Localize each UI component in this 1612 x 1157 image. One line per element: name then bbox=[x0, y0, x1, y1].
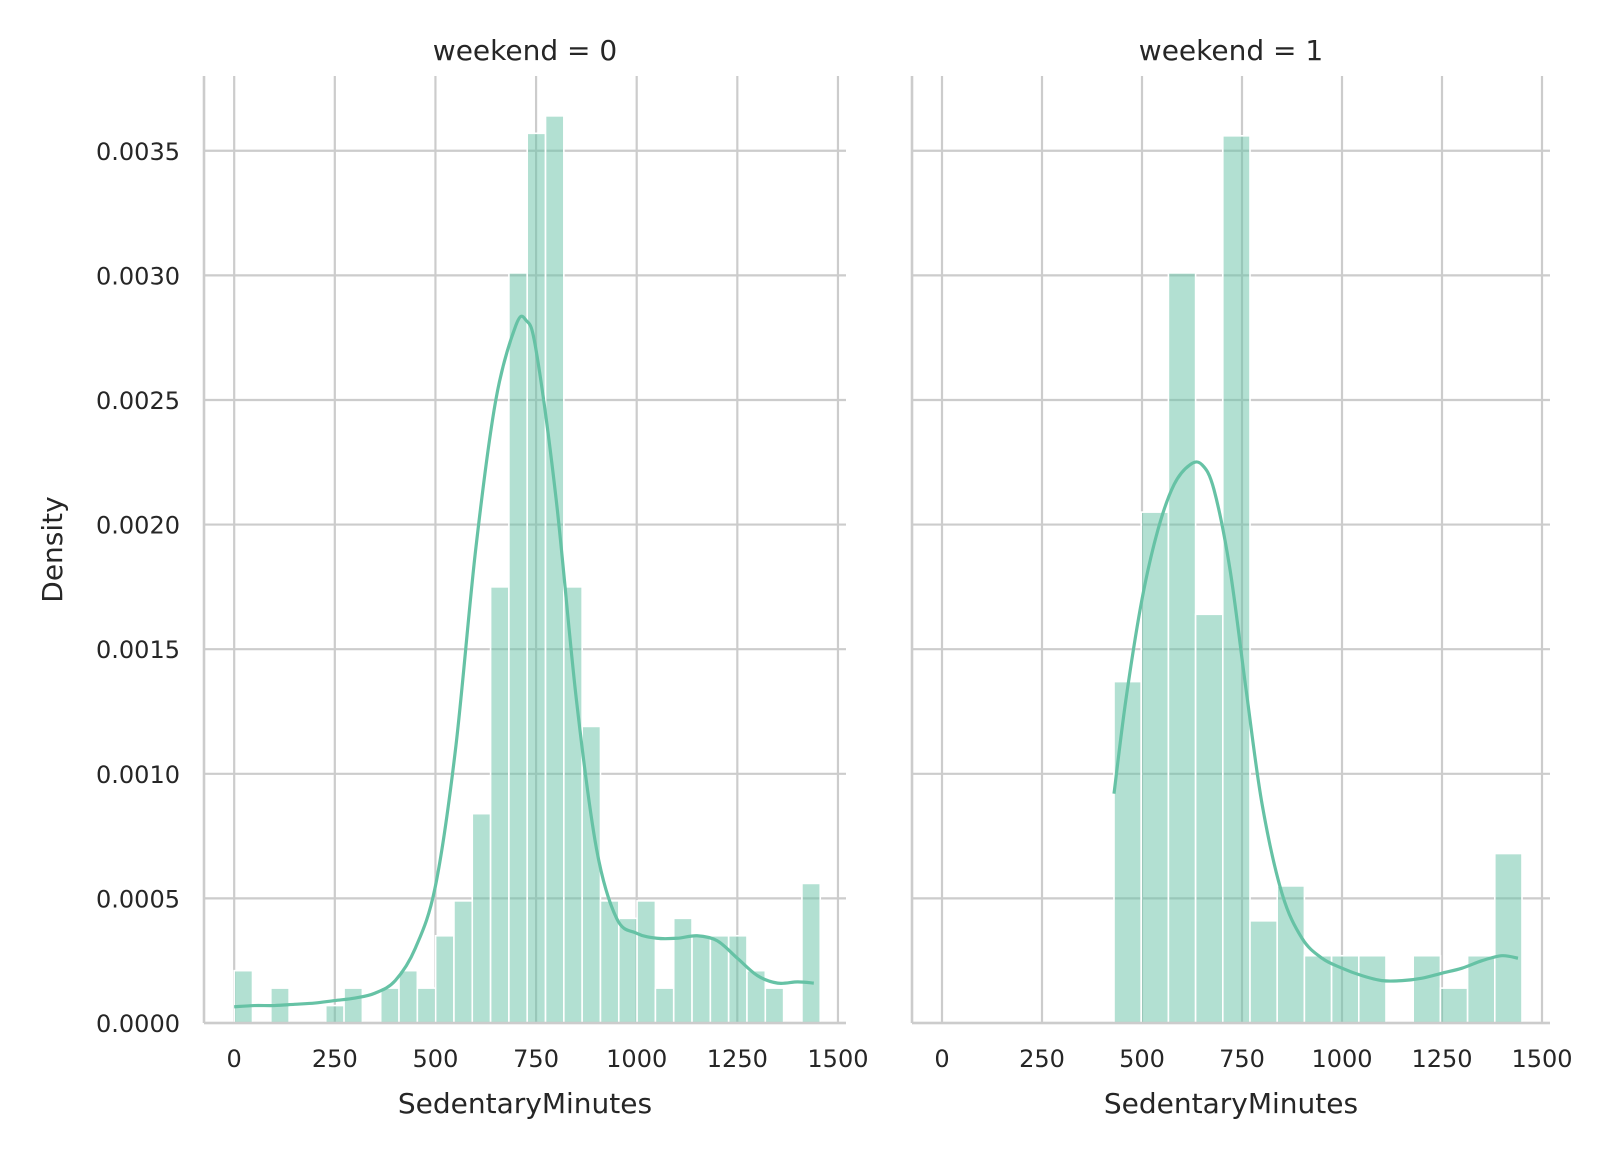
histogram-bars bbox=[1113, 135, 1523, 1024]
x-tick-label-1: 250 bbox=[312, 1045, 358, 1073]
x-tick-label-4: 1000 bbox=[606, 1045, 667, 1073]
histogram-bar-5 bbox=[1249, 920, 1279, 1024]
x-axis-label: SedentaryMinutes bbox=[398, 1087, 652, 1120]
histogram-bar-14 bbox=[489, 586, 510, 1024]
histogram-bar-25 bbox=[691, 934, 712, 1024]
histogram-bar-9 bbox=[1358, 954, 1387, 1024]
x-tick-label-6: 1500 bbox=[807, 1045, 868, 1073]
histogram-bar-0 bbox=[1113, 680, 1143, 1024]
kde-curve bbox=[1112, 460, 1519, 983]
histogram-bar-6 bbox=[1276, 885, 1306, 1024]
kde-curve bbox=[234, 314, 814, 1009]
x-tick-label-4: 1000 bbox=[1311, 1045, 1372, 1073]
histogram-bar-3 bbox=[1194, 613, 1224, 1024]
x-axis-label: SedentaryMinutes bbox=[1104, 1087, 1358, 1120]
x-tick-label-1: 250 bbox=[1019, 1045, 1065, 1073]
x-tick-label-3: 750 bbox=[1219, 1045, 1265, 1073]
y-tick-label-5: 0.0025 bbox=[96, 387, 180, 415]
x-tick-label-2: 500 bbox=[1119, 1045, 1165, 1073]
x-tick-label-6: 1500 bbox=[1511, 1045, 1572, 1073]
histogram-bar-11 bbox=[1412, 954, 1442, 1024]
histogram-bar-15 bbox=[508, 272, 529, 1024]
histogram-bar-11 bbox=[434, 934, 455, 1024]
histogram-bar-27 bbox=[727, 934, 748, 1024]
y-tick-label-0: 0.0000 bbox=[96, 1010, 180, 1038]
panel-title: weekend = 0 bbox=[433, 34, 617, 67]
y-tick-label-4: 0.0020 bbox=[96, 512, 180, 540]
panels: 0 250 500 750 1000 1250 1500 0.0000 0.0005 0.0010… bbox=[36, 34, 1573, 1120]
histogram-bar-16 bbox=[526, 132, 547, 1024]
histogram-bar-24 bbox=[672, 917, 693, 1024]
y-tick-label-1: 0.0005 bbox=[96, 885, 180, 913]
histogram-bar-29 bbox=[764, 987, 785, 1024]
y-tick-label-3: 0.0015 bbox=[96, 636, 180, 664]
histogram-bar-12 bbox=[453, 900, 474, 1024]
y-tick-label-7: 0.0035 bbox=[96, 138, 180, 166]
histogram-bar-2 bbox=[1167, 272, 1197, 1024]
histogram-bar-13 bbox=[471, 812, 492, 1024]
histogram-bar-0 bbox=[233, 969, 254, 1024]
histogram-bar-12 bbox=[1439, 987, 1469, 1024]
x-tick-label-0: 0 bbox=[227, 1045, 242, 1073]
y-tick-label-2: 0.0010 bbox=[96, 761, 180, 789]
panel-0: 0 250 500 750 1000 1250 1500 0.0000 0.0005 0.0010… bbox=[36, 34, 868, 1120]
histogram-bar-5 bbox=[324, 1004, 345, 1024]
histogram-bar-17 bbox=[544, 115, 565, 1024]
x-tick-label-3: 750 bbox=[513, 1045, 559, 1073]
histogram-bar-6 bbox=[343, 987, 364, 1024]
y-tick-label-6: 0.0030 bbox=[96, 262, 180, 290]
histogram-bar-4 bbox=[1222, 135, 1251, 1024]
panel-title: weekend = 1 bbox=[1139, 34, 1323, 67]
histogram-bar-13 bbox=[1466, 954, 1496, 1024]
histogram-bars bbox=[233, 115, 822, 1024]
panel-1: 0 250 500 750 1000 1250 1500 weekend = 1 Sedenta… bbox=[910, 34, 1573, 1120]
x-tick-label-5: 1250 bbox=[707, 1045, 768, 1073]
histogram-bar-22 bbox=[636, 900, 657, 1024]
histogram-bar-8 bbox=[379, 987, 400, 1024]
x-tick-label-0: 0 bbox=[934, 1045, 949, 1073]
y-axis-label: Density bbox=[36, 496, 69, 602]
histogram-bar-23 bbox=[654, 987, 675, 1024]
histogram-bar-31 bbox=[801, 882, 822, 1024]
histogram-bar-7 bbox=[1303, 954, 1333, 1024]
x-tick-label-2: 500 bbox=[413, 1045, 459, 1073]
histogram-bar-9 bbox=[398, 969, 419, 1024]
histogram-bar-10 bbox=[416, 987, 437, 1024]
x-tick-label-5: 1250 bbox=[1411, 1045, 1472, 1073]
histogram-bar-14 bbox=[1494, 852, 1523, 1024]
